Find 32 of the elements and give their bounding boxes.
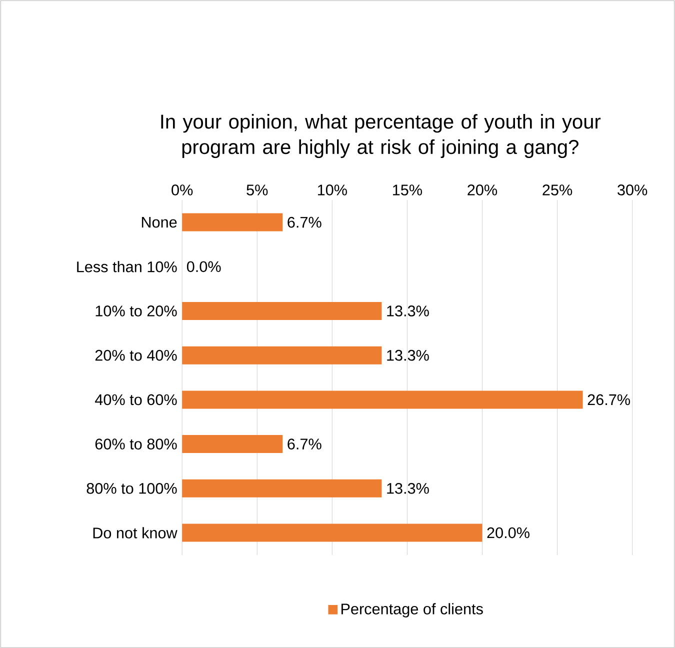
data-label: 20.0%	[487, 527, 530, 538]
chart-title: In your opinion, what percentage of youth in your program are highly at risk of joining a gang?	[161, 114, 601, 158]
x-tick-label: 0%	[172, 184, 193, 196]
bar	[182, 302, 382, 320]
y-tick-label: None	[142, 216, 177, 228]
x-tick-label: 10%	[318, 184, 347, 196]
y-tick-label: Do not know	[93, 526, 178, 538]
bar	[182, 346, 382, 364]
y-tick-label: Less than 10%	[77, 260, 177, 272]
bar	[182, 524, 482, 542]
bar	[182, 434, 283, 453]
data-label: 6.7%	[288, 438, 322, 450]
y-tick-label: 10% to 20%	[96, 305, 177, 316]
x-tick-label: 5%	[246, 184, 268, 196]
data-label: 26.7%	[588, 394, 630, 405]
x-tick-label: 25%	[542, 184, 572, 196]
x-tick-label: 20%	[468, 184, 498, 196]
bar	[182, 479, 382, 498]
bar	[182, 390, 583, 409]
bar	[182, 213, 283, 232]
data-label: 13.3%	[387, 482, 429, 494]
data-label: 13.3%	[387, 350, 429, 361]
y-tick-label: 40% to 60%	[95, 394, 177, 405]
y-tick-label: 20% to 40%	[95, 350, 177, 361]
data-label: 0.0%	[186, 261, 221, 272]
x-tick-label: 30%	[618, 184, 648, 196]
y-tick-label: 80% to 100%	[86, 482, 177, 494]
legend-label: Percentage of clients	[341, 602, 483, 618]
data-label: 6.7%	[288, 216, 322, 228]
y-tick-label: 60% to 80%	[95, 438, 177, 450]
data-label: 13.3%	[387, 305, 429, 316]
x-tick-label: 15%	[393, 184, 422, 196]
